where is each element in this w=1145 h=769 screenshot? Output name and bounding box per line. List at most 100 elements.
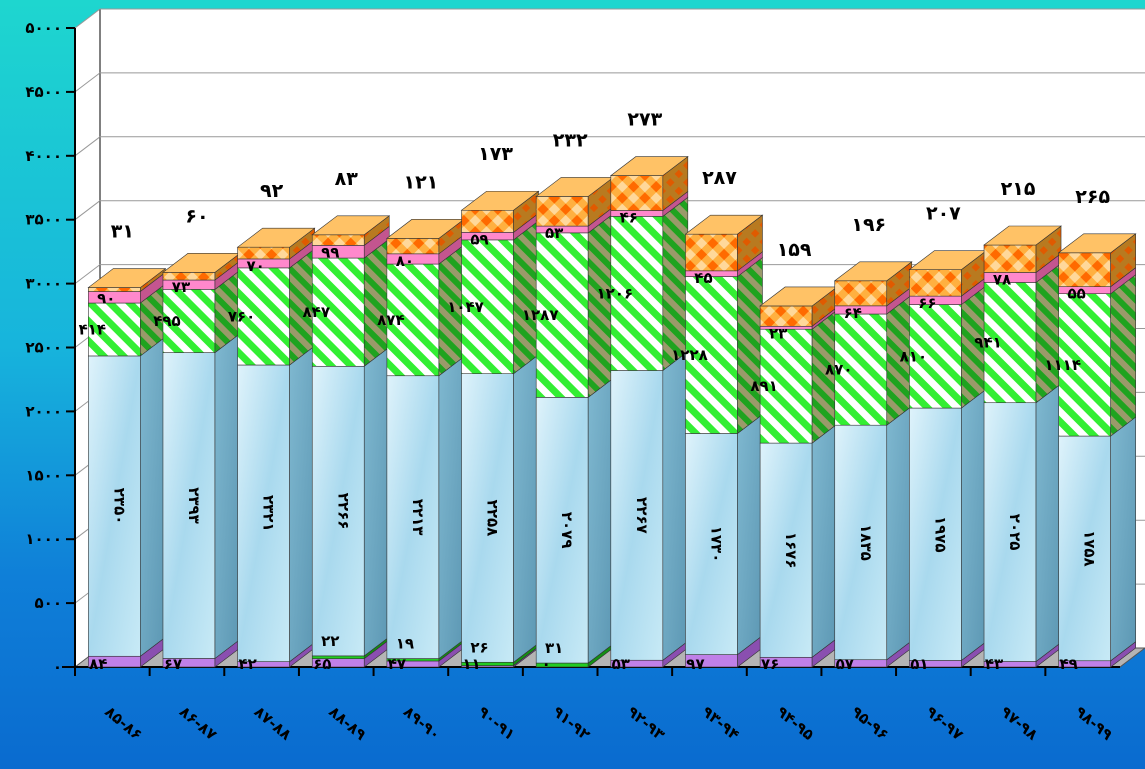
bar-segment [386, 263, 440, 377]
x-tick-label: ۹۷-۹۸ [997, 703, 1041, 744]
bar-segment [909, 407, 962, 661]
bar-segment [610, 216, 664, 371]
segment-label: ۵۵ [1068, 285, 1086, 303]
bar-segment [386, 375, 440, 659]
bar-top [983, 225, 1062, 246]
bars [87, 156, 1137, 668]
bar-segment-side [587, 213, 614, 398]
segment-label: ۷۰ [246, 257, 264, 275]
bar-stack [833, 261, 913, 668]
bar-stack [87, 267, 167, 668]
stack-top-label: ۸۳ [335, 168, 359, 190]
bar-segment [162, 289, 216, 353]
segment-label: ۱۹ [396, 635, 414, 653]
bar-segment-side [214, 333, 241, 660]
segment-label: ۴۳ [985, 655, 1003, 673]
bar-segment [1058, 435, 1111, 662]
stack-top-label: ۱۵۹ [777, 239, 812, 261]
segment-label: ۱۹۷۵ [931, 516, 949, 553]
bar-segment-side [811, 423, 838, 658]
segment-label: ۱۲۰۶ [597, 284, 634, 302]
bar-stack [983, 225, 1062, 668]
segment-label: ۲۲۶۶ [334, 493, 352, 530]
segment-label: ۴۱۴ [79, 320, 106, 338]
stack-top-label: ۳۱ [111, 221, 134, 243]
bar-segment-side [289, 345, 315, 663]
bar-segment [759, 305, 813, 327]
bar-segment [461, 209, 514, 233]
gridline-side [74, 264, 101, 284]
segment-label: ۵۳ [545, 224, 563, 242]
y-tick-label: ۱۰۰۰ [25, 530, 62, 548]
bar-stack [609, 156, 689, 668]
segment-label: ۲۳۹۳ [185, 487, 203, 524]
segment-label: ۷۶۰ [228, 307, 255, 325]
segment-label: ۲۲ [321, 632, 339, 650]
bar-segment [88, 355, 141, 657]
y-tick-label: ۴۵۰۰ [25, 83, 62, 101]
segment-label: ۲۳ [769, 324, 787, 342]
bar-segment-side [662, 350, 689, 661]
x-tick-label: ۹۸-۹۹ [1072, 703, 1116, 744]
segment-label: ۲۳۵۰ [110, 488, 128, 525]
bar-stack [460, 190, 540, 668]
bar-segment-side [737, 413, 763, 656]
gridline-side [74, 136, 101, 157]
stack-top-label: ۱۷۳ [478, 143, 513, 165]
bar-segment [834, 424, 888, 661]
bar-segment-side [513, 220, 539, 375]
bar-segment [1058, 252, 1111, 287]
bar-segment-side [587, 377, 614, 664]
segment-label: ۶۴ [844, 304, 862, 322]
y-tick-label: ۲۰۰۰ [25, 402, 62, 420]
x-tick-label: ۸۹-۹۰ [400, 703, 444, 744]
data-labels: ۸۴۲۳۵۰۴۱۴۹۰۳۱۶۷۲۳۹۳۴۹۵۷۳۶۰۴۲۲۳۲۱۷۶۰۷۰۹۲۶… [79, 109, 1111, 673]
gridline-side [74, 8, 101, 29]
segment-label: ۹۷ [686, 655, 704, 673]
y-tick-label: ۳۰۰۰ [25, 275, 62, 293]
bar-top [236, 227, 316, 248]
bar-stack [386, 218, 465, 668]
x-tick-label: ۹۵-۹۶ [848, 703, 892, 744]
segment-label: ۱۱ [462, 655, 480, 673]
x-tick-label: ۸۸-۸۹ [325, 703, 369, 744]
segment-label: ۹۹ [321, 243, 339, 261]
segment-label: ۸۹۱ [750, 377, 777, 395]
segment-label: ۱۰۴۷ [447, 298, 484, 316]
bar-top [833, 261, 913, 282]
x-tick-label: ۹۲-۹۳ [624, 703, 668, 744]
segment-label: ۲۲۶۷ [633, 497, 651, 534]
segment-label: ۷۸ [993, 270, 1011, 288]
segment-label: ۵۹ [470, 230, 488, 248]
bar-segment [162, 352, 216, 659]
segment-label: ۱۲۲۸ [671, 346, 708, 364]
y-tick-label: ۱۵۰۰ [25, 466, 62, 484]
x-tick-label: ۹۱-۹۲ [549, 703, 593, 744]
bar-segment-side [961, 388, 987, 662]
bar-segment-side [438, 356, 465, 660]
bar-segment-side [662, 196, 689, 372]
y-axis-ticks: ۰ ۵۰۰ ۱۰۰۰ ۱۵۰۰ ۲۰۰۰ ۲۵۰۰ ۳۰۰۰ ۳۵۰۰ ۴۰۰۰ ۴۵۰۰ ۵۰۰۰ [25, 19, 75, 676]
bar-stack [311, 215, 391, 668]
bar-top [1057, 233, 1137, 254]
y-tick-label: ۳۵۰۰ [25, 211, 62, 229]
bar-stack [162, 252, 241, 668]
segment-label: ۵۳ [612, 655, 630, 673]
bar-stack [684, 214, 764, 668]
segment-label: ۶۷ [164, 655, 182, 673]
segment-label: ۴۶ [620, 208, 638, 226]
bar-segment [834, 280, 888, 307]
x-tick-label: ۹۴-۹۵ [773, 703, 817, 744]
segment-label: ۱۸۳۵ [857, 524, 875, 561]
bar-segment [88, 302, 141, 357]
bar-stack [535, 176, 615, 668]
bar-stack [1057, 233, 1137, 668]
segment-label: ۹۰ [97, 290, 115, 308]
bar-segment-side [737, 256, 763, 435]
bar-top [460, 190, 540, 211]
segment-label: ۱۱۱۴ [1044, 356, 1081, 374]
bar-segment-side [886, 405, 913, 661]
y-tick-label: ۲۵۰۰ [25, 339, 62, 357]
stack-top-label: ۲۳۲ [553, 129, 588, 151]
